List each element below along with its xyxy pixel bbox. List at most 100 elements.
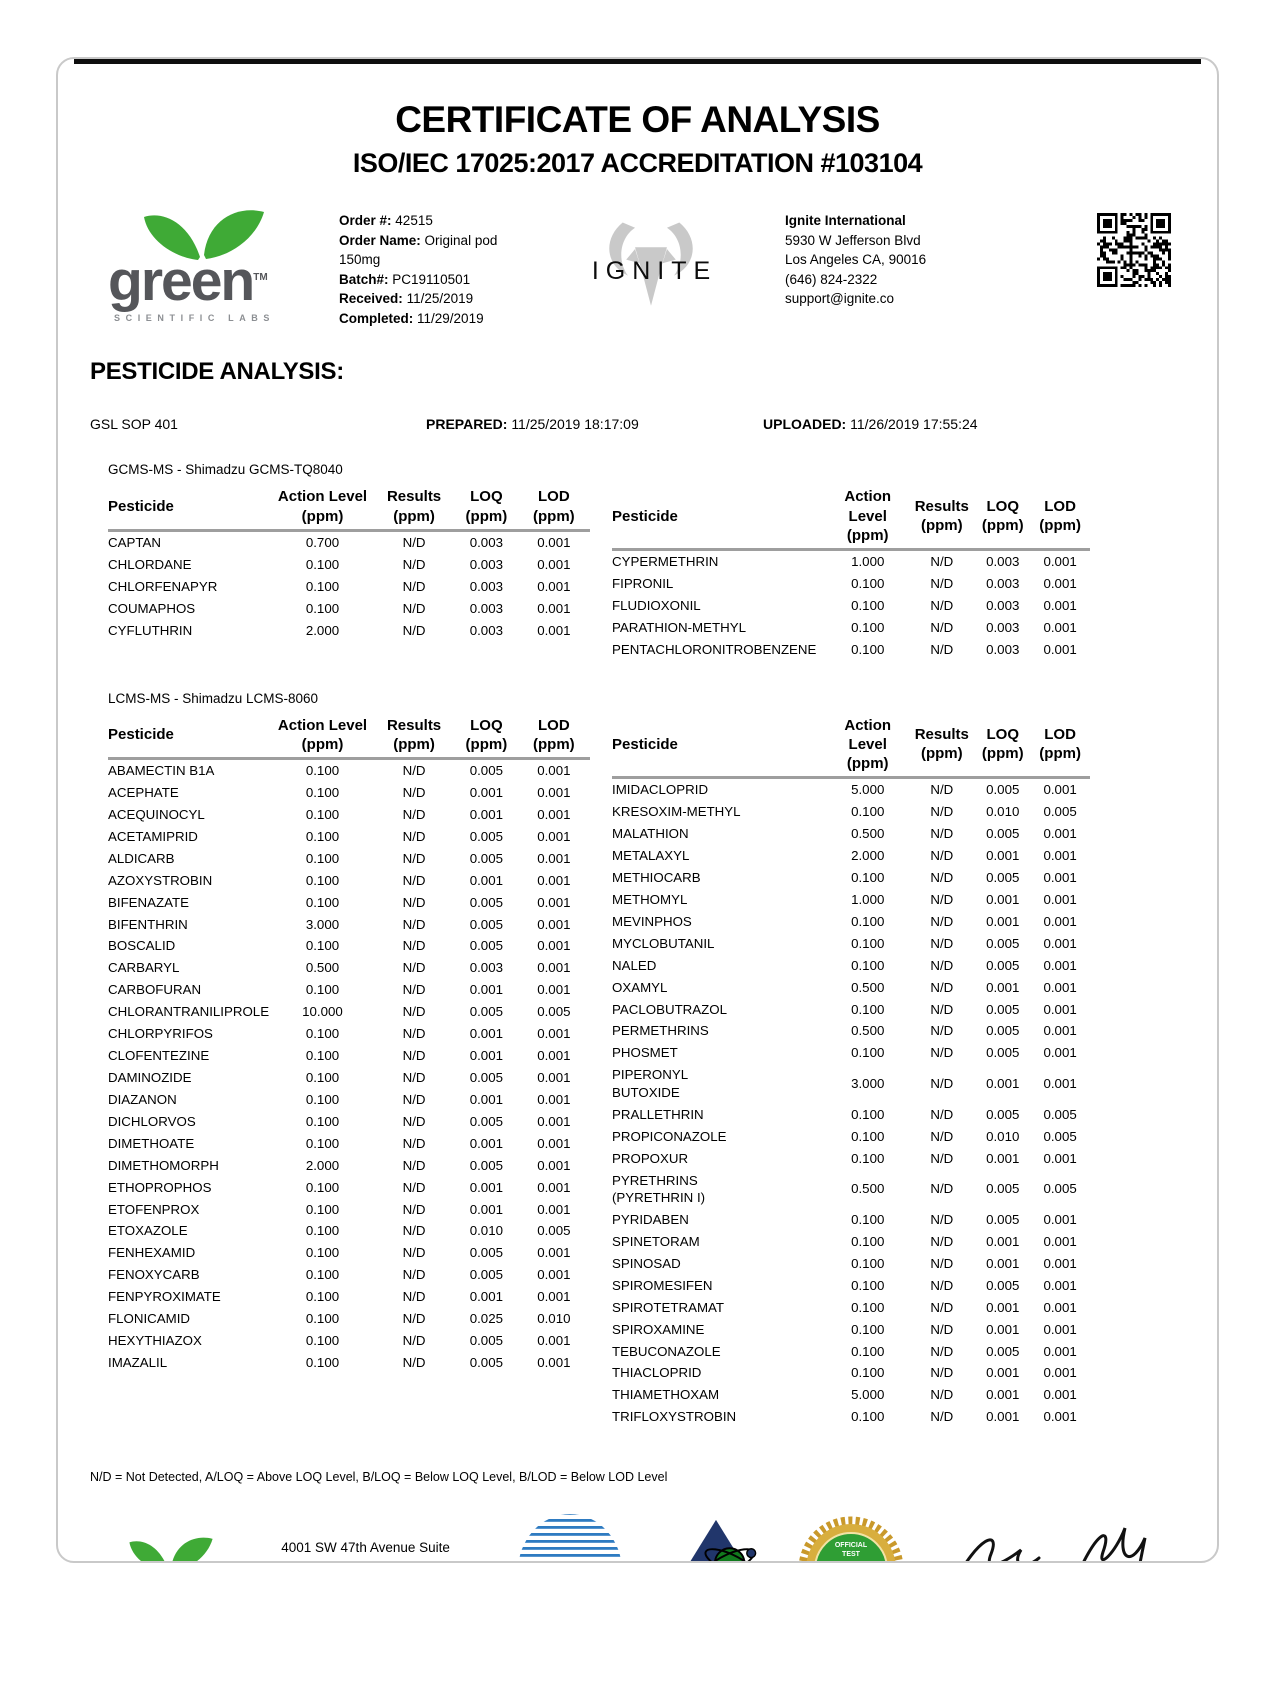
value-cell: 0.001 xyxy=(1043,1321,1077,1337)
green-scientific-labs-logo: greenTM SCIENTIFIC LABS xyxy=(108,209,313,327)
table-row: THIAMETHOXAM 5.000 N/D 0.001 0.001 xyxy=(612,1384,1090,1406)
value-cell: 0.100 xyxy=(305,806,340,822)
table-row: CLOFENTEZINE 0.100 N/D 0.001 0.001 xyxy=(108,1045,590,1067)
value-cell: 0.001 xyxy=(469,806,503,822)
value-cell: 0.001 xyxy=(986,1321,1020,1337)
gcms-table-right: Pesticide Action Level (ppm) Results (ppm)… xyxy=(612,487,1090,660)
pesticide-name: SPINETORAM xyxy=(612,1233,700,1249)
prepared-timestamp: PREPARED: 11/25/2019 18:17:09 xyxy=(426,416,639,433)
value-cell: N/D xyxy=(930,1001,954,1017)
value-cell: N/D xyxy=(930,1255,954,1271)
value-cell: 0.005 xyxy=(1043,1181,1077,1197)
value-cell: 0.100 xyxy=(851,1343,885,1359)
client-name: Ignite International xyxy=(785,213,906,228)
table-row: DAMINOZIDE 0.100 N/D 0.005 0.001 xyxy=(108,1067,590,1089)
value-cell: 0.001 xyxy=(537,1179,571,1195)
value-cell: 0.001 xyxy=(1043,1233,1077,1249)
value-cell: 0.001 xyxy=(537,1091,571,1107)
lab-address: 4001 SW 47th Avenue Suite 208 Davie, FL … xyxy=(281,1538,457,1561)
value-cell: 0.001 xyxy=(986,1150,1020,1166)
table-row: PIPERONYL BUTOXIDE 3.000 N/D 0.001 0.001 xyxy=(612,1064,1090,1103)
table-row: METHOMYL 1.000 N/D 0.001 0.001 xyxy=(612,889,1090,911)
value-cell: 0.100 xyxy=(305,872,340,888)
completed-date: Completed: 11/29/2019 xyxy=(339,310,484,326)
table-row: SPIROXAMINE 0.100 N/D 0.001 0.001 xyxy=(612,1318,1090,1340)
value-cell: 0.100 xyxy=(305,1289,340,1305)
value-cell: 0.001 xyxy=(1043,782,1077,798)
value-cell: 0.005 xyxy=(469,938,503,954)
leaf-icon xyxy=(144,210,264,260)
value-cell: 0.005 xyxy=(469,1267,503,1283)
value-cell: 0.001 xyxy=(1043,619,1077,635)
pesticide-name: CAPTAN xyxy=(108,534,161,550)
value-cell: N/D xyxy=(930,1233,954,1249)
value-cell: 0.100 xyxy=(851,804,885,820)
value-cell: 0.001 xyxy=(469,1289,503,1305)
value-cell: 0.500 xyxy=(851,826,885,842)
value-cell: N/D xyxy=(402,806,426,822)
column-header: Action Level (ppm) xyxy=(271,715,374,760)
value-cell: 0.003 xyxy=(469,600,503,616)
value-cell: 0.500 xyxy=(851,1023,885,1039)
ilac-mra-label: ilac-MRA xyxy=(525,1559,615,1563)
table-row: CHLORDANE 0.100 N/D 0.003 0.001 xyxy=(108,554,590,576)
value-cell: 0.001 xyxy=(537,578,571,594)
value-cell: N/D xyxy=(402,556,426,572)
value-cell: 0.100 xyxy=(305,1048,340,1064)
value-cell: 0.005 xyxy=(986,1277,1020,1293)
pesticide-name: AZOXYSTROBIN xyxy=(108,872,213,888)
pesticide-name: CARBARYL xyxy=(108,960,180,976)
green-scientific-labs-logo-footer: greenTM SCIENTIFIC LABS xyxy=(104,1536,235,1561)
value-cell: 0.500 xyxy=(851,1181,885,1197)
value-cell: N/D xyxy=(402,1113,426,1129)
value-cell: 0.003 xyxy=(986,554,1020,570)
certificate-title: CERTIFICATE OF ANALYSIS xyxy=(395,99,880,140)
value-cell: N/D xyxy=(402,1179,426,1195)
value-cell: 0.005 xyxy=(1043,1128,1077,1144)
column-header: Results (ppm) xyxy=(373,715,456,760)
order-number: Order #: 42515 xyxy=(339,213,433,228)
value-cell: 0.001 xyxy=(1043,1343,1077,1359)
seal-test-label: TEST xyxy=(842,1551,861,1558)
value-cell: 0.001 xyxy=(469,1179,503,1195)
value-cell: 0.100 xyxy=(851,1365,885,1381)
value-cell: 0.001 xyxy=(537,1267,571,1283)
value-cell: N/D xyxy=(402,785,426,801)
table-row: PROPOXUR 0.100 N/D 0.001 0.001 xyxy=(612,1147,1090,1169)
pesticide-name: BIFENAZATE xyxy=(108,894,190,910)
table-row: PROPICONAZOLE 0.100 N/D 0.010 0.005 xyxy=(612,1125,1090,1147)
value-cell: N/D xyxy=(930,869,954,885)
value-cell: 3.000 xyxy=(851,1076,885,1092)
column-header: Action Level (ppm) xyxy=(827,487,909,551)
value-cell: 0.001 xyxy=(537,600,571,616)
pesticide-name: PHOSMET xyxy=(612,1045,678,1061)
pesticide-name: DIMETHOMORPH xyxy=(108,1157,219,1173)
green-wordmark-text: green xyxy=(108,249,255,313)
pesticide-name: ACEPHATE xyxy=(108,785,179,801)
value-cell: 0.001 xyxy=(1043,913,1077,929)
value-cell: N/D xyxy=(930,804,954,820)
value-cell: 0.001 xyxy=(537,938,571,954)
value-cell: 0.005 xyxy=(986,1106,1020,1122)
value-cell: N/D xyxy=(402,1245,426,1261)
value-cell: 0.100 xyxy=(305,1311,340,1327)
value-cell: 0.100 xyxy=(305,1091,340,1107)
value-cell: 0.003 xyxy=(469,960,503,976)
value-cell: 0.005 xyxy=(986,826,1020,842)
pesticide-name: MEVINPHOS xyxy=(612,913,692,929)
table-row: DICHLORVOS 0.100 N/D 0.005 0.001 xyxy=(108,1111,590,1133)
value-cell: 1.000 xyxy=(851,891,885,907)
value-cell: 0.005 xyxy=(986,782,1020,798)
lcms-instrument-label: LCMS-MS - Shimadzu LCMS-8060 xyxy=(108,690,319,706)
value-cell: 0.001 xyxy=(537,1135,571,1151)
table-row: CHLORPYRIFOS 0.100 N/D 0.001 0.001 xyxy=(108,1023,590,1045)
value-cell: 0.100 xyxy=(851,1211,885,1227)
green-tagline: SCIENTIFIC LABS xyxy=(114,313,276,323)
legend-footnote: N/D = Not Detected, A/LOQ = Above LOQ Le… xyxy=(90,1470,668,1485)
value-cell: 0.100 xyxy=(305,1026,340,1042)
footer-row: greenTM SCIENTIFIC LABS 4001 SW 47th Ave… xyxy=(104,1510,1187,1563)
value-cell: 0.100 xyxy=(305,894,340,910)
table-row: FLONICAMID 0.100 N/D 0.025 0.010 xyxy=(108,1308,590,1330)
pesticide-name: CHLORANTRANILIPROLE xyxy=(108,1004,270,1020)
value-cell: 0.001 xyxy=(1043,1023,1077,1039)
